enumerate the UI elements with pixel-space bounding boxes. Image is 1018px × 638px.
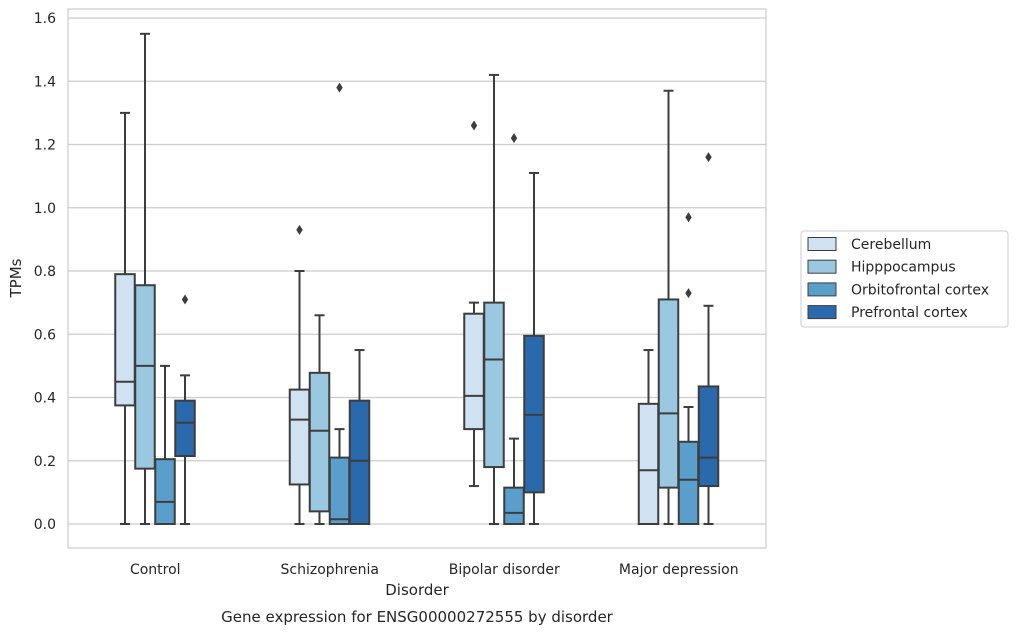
y-tick-label: 0.2: [34, 454, 56, 470]
box-iqr: [637, 402, 660, 526]
outlier-point: [685, 288, 692, 299]
box-prefrontal-cortex: [174, 294, 196, 525]
box-iqr: [697, 385, 720, 488]
box-iqr: [328, 456, 351, 525]
y-tick-label: 0.0: [34, 517, 56, 533]
outlier-point: [685, 212, 692, 223]
box-iqr: [677, 440, 700, 525]
box-orbitofrontal-cortex: [503, 133, 525, 526]
outlier-point: [296, 224, 303, 235]
box-iqr: [154, 458, 176, 526]
box-hipppocampus: [657, 89, 680, 525]
box-iqr: [288, 388, 311, 486]
box-hipppocampus: [483, 73, 505, 525]
box-iqr: [348, 399, 371, 526]
box-iqr: [174, 399, 196, 458]
y-tick-label: 0.8: [34, 264, 56, 280]
legend-swatch: [807, 237, 837, 251]
x-axis-label: Disorder: [385, 581, 449, 599]
box-iqr: [308, 371, 331, 513]
box-iqr: [463, 312, 485, 431]
legend-swatch: [807, 305, 837, 320]
box-hipppocampus: [308, 314, 331, 525]
x-tick-label: Bipolar disorder: [449, 562, 560, 578]
legend-label: Prefrontal cortex: [851, 305, 968, 321]
x-tick-label: Control: [130, 562, 181, 578]
box-iqr: [483, 301, 505, 469]
outlier-point: [510, 133, 518, 144]
y-axis-label: TPMs: [7, 258, 25, 298]
legend-label: Hipppocampus: [851, 260, 956, 276]
outlier-point: [470, 120, 478, 131]
box-prefrontal-cortex: [348, 349, 371, 526]
x-tick-labels: Control Schizophrenia Bipolar disorder Majo…: [130, 562, 739, 578]
y-tick-label: 1.2: [34, 138, 56, 154]
box-iqr: [503, 486, 525, 526]
figure-caption: Gene expression for ENSG00000272555 by d…: [221, 608, 614, 626]
box-prefrontal-cortex: [697, 152, 720, 525]
y-tick-label: 1.0: [34, 201, 56, 217]
legend: Cerebellum Hipppocampus Orbitofrontal cort…: [800, 230, 1009, 328]
y-tick-label: 1.4: [34, 74, 56, 90]
box-hipppocampus: [134, 32, 156, 525]
box-prefrontal-cortex: [523, 171, 545, 525]
box-iqr: [114, 273, 136, 407]
x-tick-label: Major depression: [619, 562, 739, 578]
y-tick-labels: 0.0 0.2 0.4 0.6 0.8 1.0 1.2 1.4 1.6: [34, 11, 56, 533]
plot-frame: [67, 8, 767, 549]
y-tick-label: 1.6: [34, 11, 56, 27]
outlier-point: [336, 82, 343, 93]
x-tick-label: Schizophrenia: [281, 562, 379, 578]
legend-swatch: [807, 259, 837, 274]
box-iqr: [134, 284, 156, 470]
legend-frame: [800, 230, 1009, 328]
y-tick-label: 0.6: [34, 327, 56, 343]
legend-label: Orbitofrontal cortex: [851, 282, 989, 298]
outlier-point: [705, 152, 712, 163]
boxes: [114, 32, 720, 526]
legend-label: Cerebellum: [851, 237, 931, 253]
y-tick-label: 0.4: [34, 391, 56, 407]
box-orbitofrontal-cortex: [677, 212, 700, 525]
legend-swatch: [807, 282, 837, 297]
box-iqr: [657, 298, 680, 489]
box-orbitofrontal-cortex: [154, 364, 176, 526]
outlier-point: [181, 294, 189, 305]
